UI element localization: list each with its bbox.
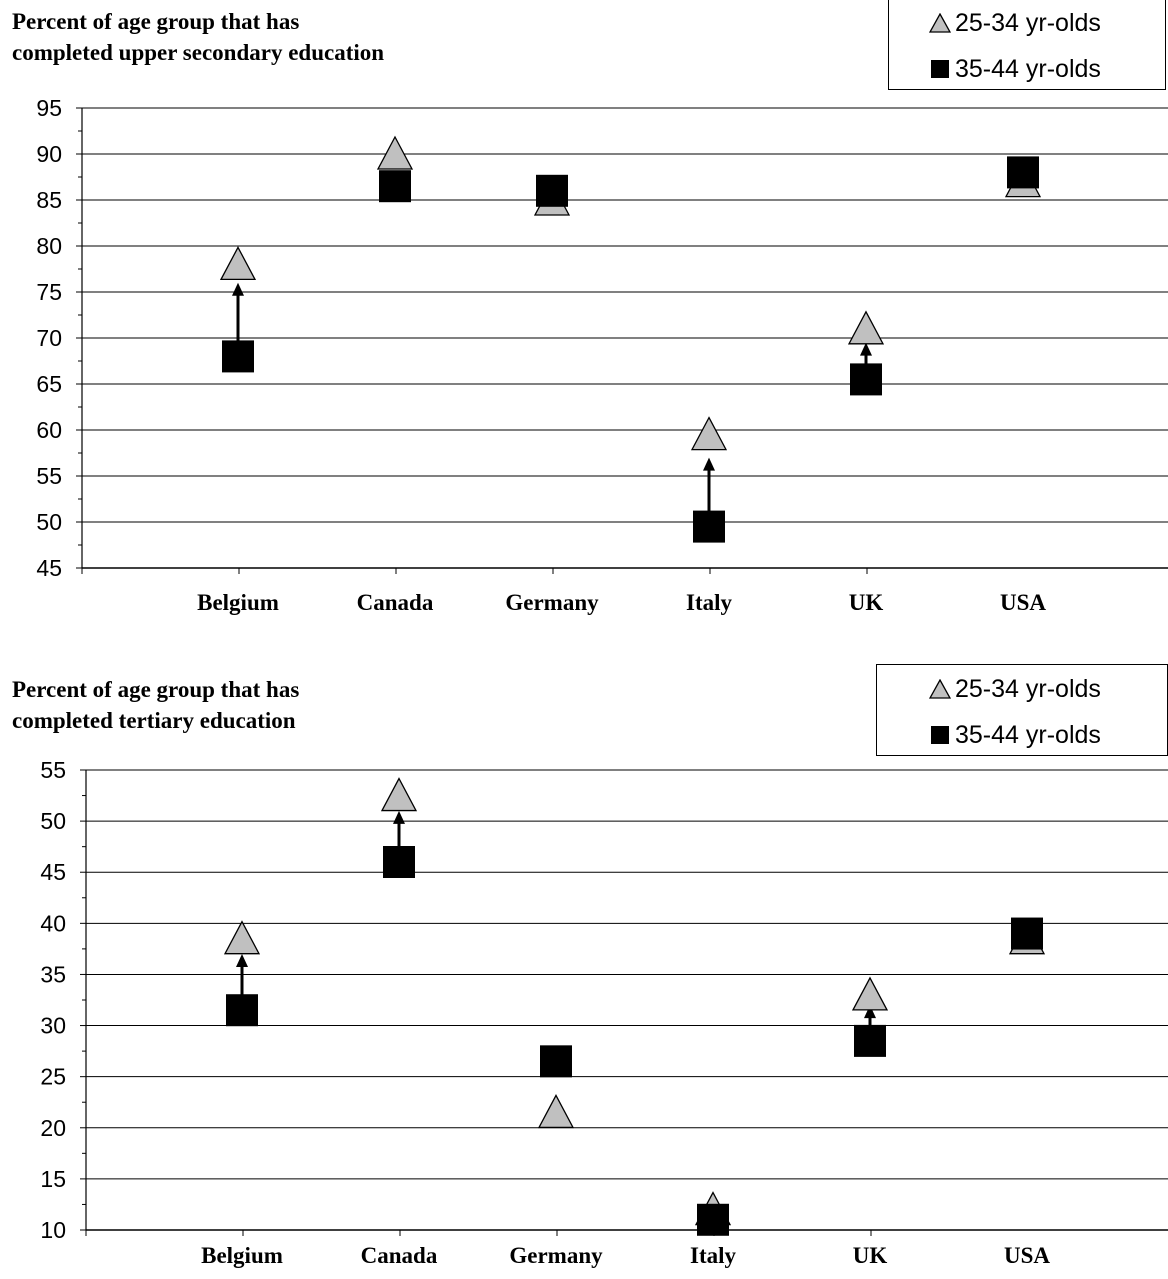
- x-tick-label: UK: [853, 1243, 888, 1268]
- change-arrow-head: [864, 1005, 876, 1019]
- point-25-34: [219, 246, 257, 281]
- chart-title-line-1: Percent of age group that has: [12, 9, 300, 34]
- chart-title-line-2: completed tertiary education: [12, 708, 296, 733]
- y-tick-label: 65: [36, 371, 62, 397]
- y-tick-label: 45: [40, 859, 66, 885]
- x-tick-label: Canada: [361, 1243, 438, 1268]
- y-tick-label: 80: [36, 233, 62, 259]
- point-25-34: [537, 1094, 575, 1129]
- triangle-marker-icon: [929, 13, 951, 33]
- y-tick-label: 45: [36, 555, 62, 581]
- x-tick-label: Belgium: [197, 590, 279, 615]
- point-35-44: [222, 340, 254, 373]
- chart-title: Percent of age group that has completed …: [12, 6, 384, 68]
- point-25-34: [376, 135, 414, 170]
- legend-label: 35-44 yr-olds: [955, 54, 1101, 83]
- y-tick-label: 10: [40, 1217, 66, 1243]
- plot-area: 45 50 55 60 65 70 75 80 85 90 95 Belgium Canada Germa…: [36, 95, 1168, 615]
- change-arrow-head: [236, 954, 248, 967]
- change-arrow-head: [860, 342, 872, 356]
- legend-label: 25-34 yr-olds: [955, 674, 1101, 703]
- x-tick-label: Italy: [690, 1243, 737, 1268]
- point-25-34: [847, 310, 885, 345]
- y-tick-label: 75: [36, 279, 62, 305]
- x-tick-label: Germany: [505, 590, 599, 615]
- y-tick-label: 25: [40, 1064, 66, 1090]
- legend-entry-35-44: 35-44 yr-olds: [929, 53, 1101, 85]
- plot-area: 10 15 20 25 30 35 40 45 50 55 Belgium Canada Germany…: [40, 757, 1168, 1268]
- chart-title: Percent of age group that has completed …: [12, 674, 299, 736]
- point-35-44: [850, 363, 882, 396]
- x-tick-label: Germany: [509, 1243, 603, 1268]
- x-tick-label: USA: [1004, 1243, 1050, 1268]
- legend-label: 25-34 yr-olds: [955, 8, 1101, 37]
- x-tick-label: UK: [849, 590, 884, 615]
- point-25-34: [380, 777, 418, 812]
- legend-entry-35-44: 35-44 yr-olds: [929, 719, 1101, 751]
- legend-label: 35-44 yr-olds: [955, 720, 1101, 749]
- y-tick-label: 95: [36, 95, 62, 121]
- square-marker-icon: [931, 726, 949, 744]
- y-tick-label: 20: [40, 1115, 66, 1141]
- point-35-44: [379, 170, 411, 203]
- y-tick-label: 35: [40, 961, 66, 987]
- chart-upper-secondary: Percent of age group that has completed …: [0, 0, 1168, 630]
- change-arrow-head: [232, 282, 244, 296]
- y-tick-label: 40: [40, 910, 66, 936]
- y-tick-label: 50: [40, 808, 66, 834]
- legend-entry-25-34: 25-34 yr-olds: [929, 7, 1101, 39]
- x-tick-label: Italy: [686, 590, 733, 615]
- y-tick-label: 55: [40, 757, 66, 783]
- legend: 25-34 yr-olds 35-44 yr-olds: [888, 0, 1166, 90]
- legend: 25-34 yr-olds 35-44 yr-olds: [876, 664, 1168, 756]
- point-35-44: [536, 174, 568, 207]
- legend-entry-25-34: 25-34 yr-olds: [929, 673, 1101, 705]
- triangle-marker-icon: [929, 679, 951, 699]
- x-tick-label: USA: [1000, 590, 1046, 615]
- chart-title-line-1: Percent of age group that has: [12, 677, 300, 702]
- x-tick-label: Canada: [357, 590, 434, 615]
- x-tick-label: Belgium: [201, 1243, 283, 1268]
- square-marker-icon: [931, 60, 949, 78]
- change-arrow-head: [393, 810, 405, 824]
- y-tick-label: 60: [36, 417, 62, 443]
- point-35-44: [540, 1045, 572, 1078]
- y-tick-label: 55: [36, 463, 62, 489]
- chart-tertiary: Percent of age group that has completed …: [0, 640, 1168, 1279]
- y-tick-label: 50: [36, 509, 62, 535]
- point-25-34: [851, 976, 889, 1011]
- point-35-44: [854, 1024, 886, 1057]
- point-35-44: [383, 846, 415, 878]
- y-tick-label: 85: [36, 187, 62, 213]
- change-arrow-head: [703, 457, 715, 471]
- y-tick-label: 15: [40, 1166, 66, 1192]
- y-tick-label: 90: [36, 141, 62, 167]
- point-35-44: [693, 510, 725, 543]
- point-35-44: [697, 1203, 729, 1236]
- chart-title-line-2: completed upper secondary education: [12, 40, 385, 65]
- point-35-44: [226, 994, 258, 1027]
- y-tick-label: 30: [40, 1013, 66, 1039]
- point-25-34: [223, 920, 261, 955]
- point-35-44: [1007, 156, 1039, 189]
- y-tick-label: 70: [36, 325, 62, 351]
- point-25-34: [690, 416, 728, 451]
- point-35-44: [1011, 917, 1043, 950]
